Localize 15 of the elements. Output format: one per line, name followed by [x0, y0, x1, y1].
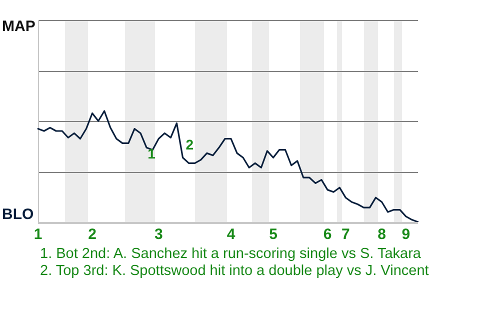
x-tick-label: 1 — [34, 226, 42, 244]
x-tick-label: 9 — [402, 226, 410, 244]
annotation: 2 — [186, 136, 194, 152]
x-tick-label: 8 — [378, 226, 386, 244]
x-tick-label: 7 — [341, 226, 350, 244]
text: 1. Bot 2nd: A. Sanchez hit a run-scoring single vs S. Takara — [40, 246, 422, 263]
text: BLO — [2, 206, 34, 223]
x-tick-label: 5 — [269, 226, 278, 244]
x-tick-label: 2 — [88, 226, 96, 244]
text: MAP — [2, 18, 36, 35]
annotation: 1 — [148, 146, 156, 162]
x-tick-label: 3 — [154, 226, 163, 244]
text: 2. Top 3rd: K. Spottswood hit into a double play vs J. Vincent — [40, 263, 429, 280]
x-tick-label: 6 — [323, 226, 332, 244]
x-tick-label: 4 — [226, 226, 236, 244]
